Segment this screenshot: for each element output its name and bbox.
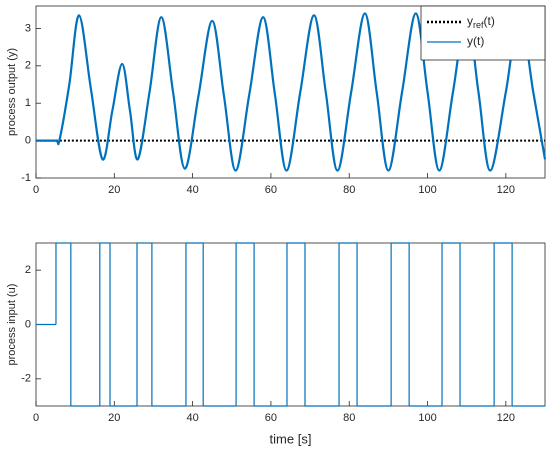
y-axis-label: process output (y) <box>6 48 18 136</box>
x-tick-label: 0 <box>33 412 39 424</box>
x-tick-label: 80 <box>343 184 355 196</box>
y-tick-label: 1 <box>25 97 31 109</box>
y-tick-label: 0 <box>25 135 31 147</box>
legend-box <box>420 5 546 61</box>
x-axis-label: time [s] <box>270 431 312 446</box>
y-axis-label: process input (u) <box>6 284 18 366</box>
x-tick-label: 100 <box>418 184 436 196</box>
y-tick-label: -2 <box>21 373 31 385</box>
x-tick-label: 60 <box>265 184 277 196</box>
y-tick-label: 0 <box>25 318 31 330</box>
y-tick-label: 3 <box>25 22 31 34</box>
x-tick-label: 20 <box>108 184 120 196</box>
legend-label: yref(t) <box>467 14 495 30</box>
x-tick-label: 100 <box>418 412 436 424</box>
x-tick-label: 20 <box>108 412 120 424</box>
plot-area <box>35 242 546 407</box>
y-tick-label: -1 <box>21 172 31 184</box>
x-tick-label: 120 <box>497 412 515 424</box>
x-tick-label: 0 <box>33 184 39 196</box>
x-tick-label: 40 <box>186 184 198 196</box>
x-tick-label: 120 <box>497 184 515 196</box>
x-tick-label: 60 <box>265 412 277 424</box>
y-tick-label: 2 <box>25 60 31 72</box>
x-tick-label: 80 <box>343 412 355 424</box>
subplot: 0 20 40 60 80 100 120 -2 0 2 process input (u) time… <box>6 242 546 446</box>
y-tick-label: 2 <box>25 264 31 276</box>
x-tick-label: 40 <box>186 412 198 424</box>
series-line <box>35 12 547 172</box>
legend-label: y(t) <box>467 34 484 48</box>
